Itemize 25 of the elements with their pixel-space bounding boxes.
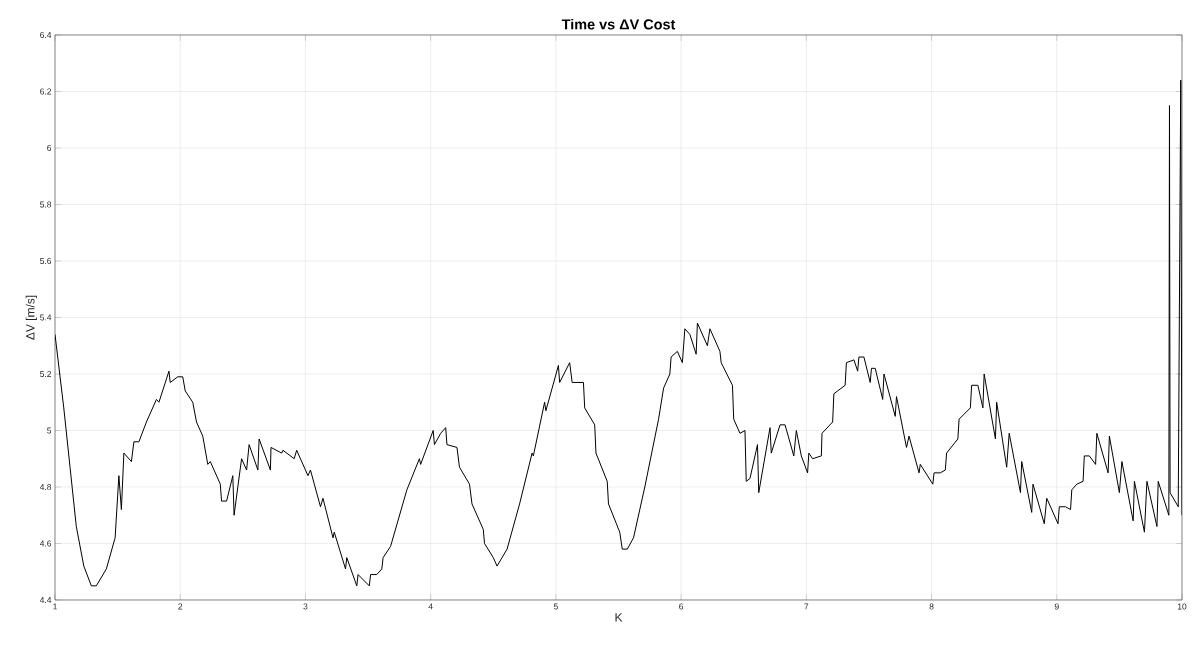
y-tick-label: 5.2 xyxy=(40,370,52,377)
x-tick-label: 5 xyxy=(553,603,558,610)
x-tick-label: 2 xyxy=(178,603,183,610)
chart-title: Time vs ΔV Cost xyxy=(561,18,676,30)
y-axis-title: ΔV [m/s] xyxy=(25,295,37,340)
y-tick-label: 4.4 xyxy=(39,597,52,603)
x-tick-label: 4 xyxy=(428,603,433,610)
x-axis-title: K xyxy=(615,613,623,622)
y-tick-label: 5 xyxy=(47,427,52,434)
x-tick-label: 3 xyxy=(303,603,308,610)
x-tick-label: 7 xyxy=(804,603,809,610)
x-tick-label: 9 xyxy=(1054,603,1059,610)
x-tick-label: 8 xyxy=(929,603,934,610)
y-tick-label: 6.2 xyxy=(40,88,52,95)
y-tick-label: 4.8 xyxy=(39,483,52,490)
y-tick-label: 5.4 xyxy=(40,314,52,321)
x-tick-label: 1 xyxy=(53,603,57,610)
y-tick-label: 6 xyxy=(47,144,52,151)
x-tick-label: 10 xyxy=(1177,603,1187,610)
x-tick-label: 6 xyxy=(679,603,684,610)
y-tick-label: 4.6 xyxy=(39,540,52,547)
y-tick-label: 5.8 xyxy=(40,201,52,208)
y-tick-label: 5.6 xyxy=(40,257,52,264)
y-tick-label: 6.4 xyxy=(40,31,52,38)
line-series xyxy=(55,79,1182,587)
